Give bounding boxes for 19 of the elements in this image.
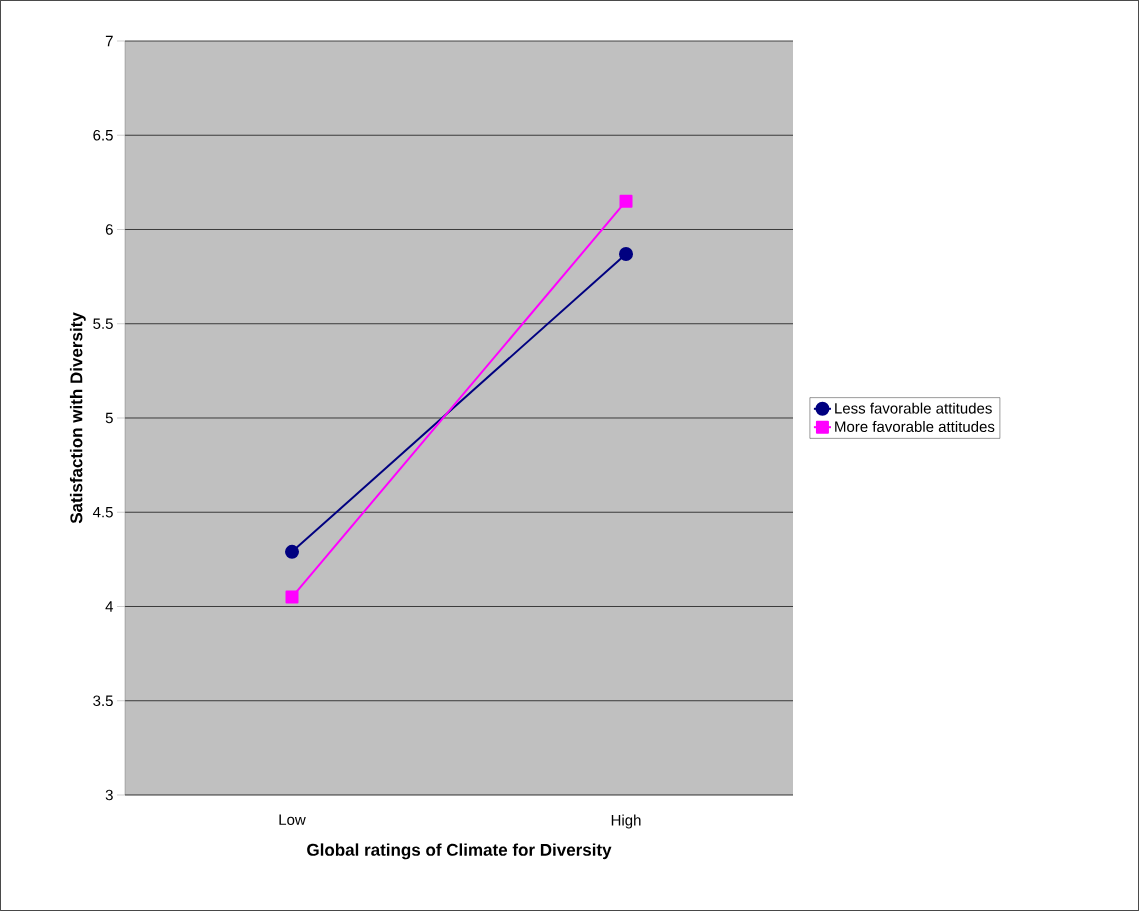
x-tick-label: Low	[279, 814, 306, 825]
y-tick-label: 3.5	[93, 695, 113, 707]
y-tick-label: 5	[105, 412, 113, 424]
y-tick-label: 5.5	[93, 318, 113, 329]
legend-label: Less favorable attitudes	[835, 402, 992, 414]
y-tick-label: 4.5	[92, 507, 113, 518]
point	[285, 544, 300, 559]
y-tick-label: 3	[105, 789, 113, 801]
y-tick-label: 6.5	[93, 129, 113, 141]
y-tick-label: 6	[105, 224, 113, 235]
y-axis-title: Satisfaction with Diversity	[69, 312, 86, 524]
point	[619, 194, 633, 208]
point	[285, 590, 299, 604]
legend-label: More favorable attitudes	[835, 421, 995, 433]
x-tick-label: High	[611, 814, 641, 829]
y-tick-label: 4	[105, 601, 114, 612]
y-tick-label: 7	[105, 35, 113, 47]
point	[619, 247, 634, 261]
x-axis-title: Global ratings of Climate for Diversity	[307, 843, 612, 860]
